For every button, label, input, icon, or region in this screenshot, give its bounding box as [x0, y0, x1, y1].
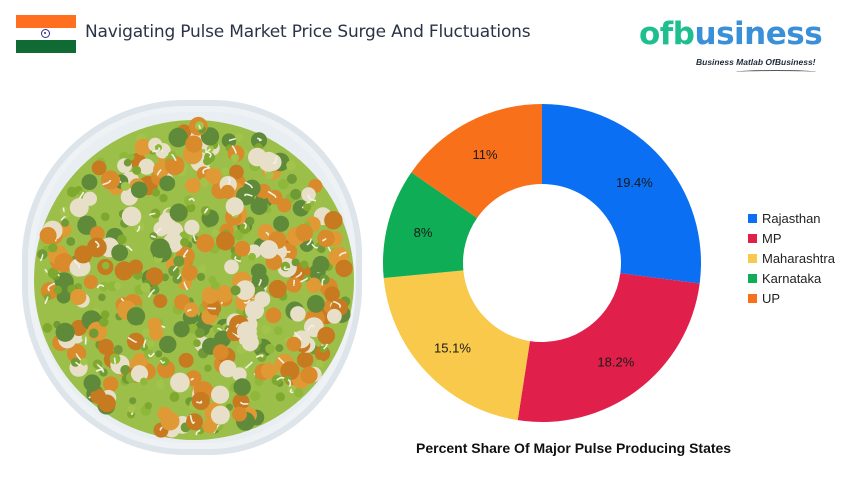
logo-swoosh	[736, 70, 816, 74]
legend-item-karnataka: Karnataka	[748, 268, 835, 288]
logo-part-of: of	[639, 16, 673, 52]
logo-tagline: Business Matlab OfBusiness!	[696, 57, 816, 67]
legend-swatch	[748, 213, 757, 223]
data-label: 18.2%	[597, 354, 634, 369]
ofbusiness-logo: ofbusiness Business Matlab OfBusiness!	[636, 10, 831, 75]
data-label: 19.4%	[616, 175, 653, 190]
legend-item-up: UP	[748, 288, 835, 308]
legend-label: Karnataka	[762, 270, 822, 286]
donut-segment-karnataka	[383, 172, 478, 278]
legend-swatch	[748, 273, 757, 283]
chart-legend: Rajasthan MP Maharashtra Karnataka UP	[748, 208, 835, 308]
legend-item-maharashtra: Maharashtra	[748, 248, 835, 268]
logo-part-b: b	[672, 16, 695, 52]
page-title: Navigating Pulse Market Price Surge And …	[85, 22, 531, 42]
legend-label: Rajasthan	[762, 210, 821, 226]
chart-title: Percent Share Of Major Pulse Producing S…	[416, 440, 732, 456]
donut-segment-rajasthan	[542, 104, 701, 284]
legend-item-mp: MP	[748, 228, 835, 248]
data-label: 11%	[472, 147, 497, 162]
pulses-illustration	[34, 116, 354, 440]
donut-segment-mp	[517, 273, 700, 422]
legend-label: UP	[762, 290, 781, 306]
data-label: 8%	[414, 225, 433, 240]
legend-label: Maharashtra	[762, 250, 835, 266]
ashoka-chakra-icon	[41, 28, 50, 38]
logo-part-usiness: usiness	[694, 16, 823, 52]
data-label: 15.1%	[434, 340, 471, 355]
legend-item-rajasthan: Rajasthan	[748, 208, 835, 228]
donut-segment-up	[411, 104, 542, 218]
legend-swatch	[748, 233, 757, 243]
legend-swatch	[748, 253, 757, 263]
pulses-bowl-image	[22, 100, 362, 455]
legend-label: MP	[762, 230, 782, 246]
legend-swatch	[748, 293, 757, 303]
donut-chart: 19.4% 18.2% 15.1% 8% 11%	[383, 104, 701, 422]
india-flag-icon	[16, 15, 76, 53]
donut-segment-maharashtra	[383, 270, 530, 421]
